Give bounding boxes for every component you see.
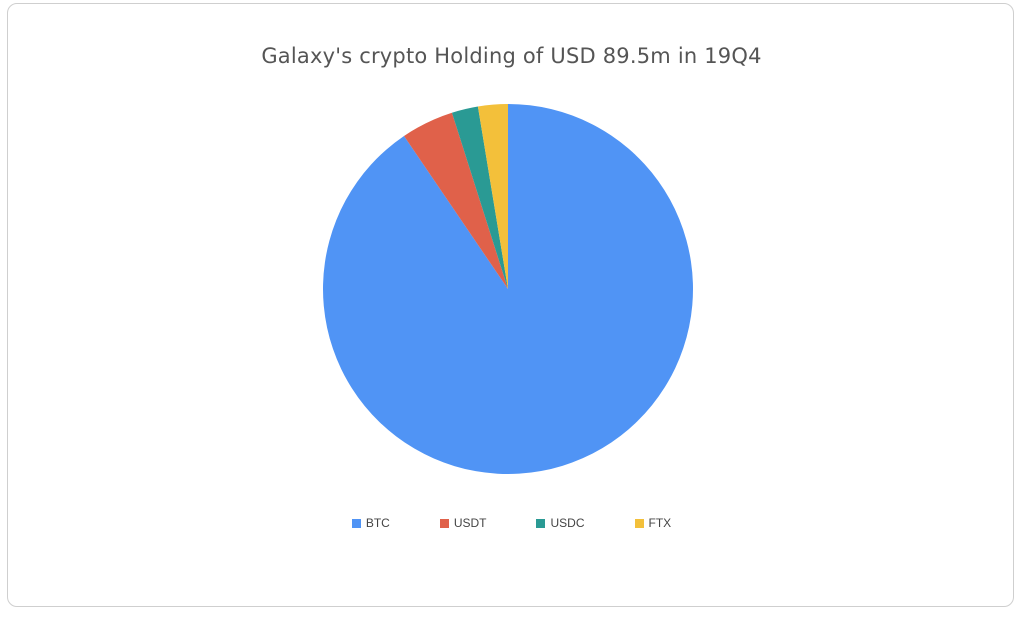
legend-label-btc: BTC <box>365 516 390 530</box>
pie-slice-ftx <box>477 104 508 289</box>
legend-label-ftx: FTX <box>648 516 672 530</box>
legend-label-usdc: USDC <box>550 516 585 530</box>
pie-slice-usdc <box>451 106 508 289</box>
pie-chart <box>323 104 694 475</box>
legend-item-usdt: USDT <box>439 516 487 530</box>
pie-slice-usdt <box>404 112 508 289</box>
legend-swatch-usdt <box>439 518 449 528</box>
chart-title: Galaxy's crypto Holding of USD 89.5m in … <box>261 44 762 68</box>
pie-slice-btc <box>323 104 694 475</box>
chart-legend: BTC USDT USDC FTX <box>8 516 1015 530</box>
legend-swatch-btc <box>351 518 361 528</box>
chart-card: Galaxy's crypto Holding of USD 89.5m in … <box>7 3 1014 607</box>
legend-swatch-usdc <box>536 518 546 528</box>
legend-label-usdt: USDT <box>453 516 487 530</box>
legend-item-ftx: FTX <box>634 516 672 530</box>
legend-item-usdc: USDC <box>536 516 585 530</box>
legend-swatch-ftx <box>634 518 644 528</box>
legend-item-btc: BTC <box>351 516 390 530</box>
